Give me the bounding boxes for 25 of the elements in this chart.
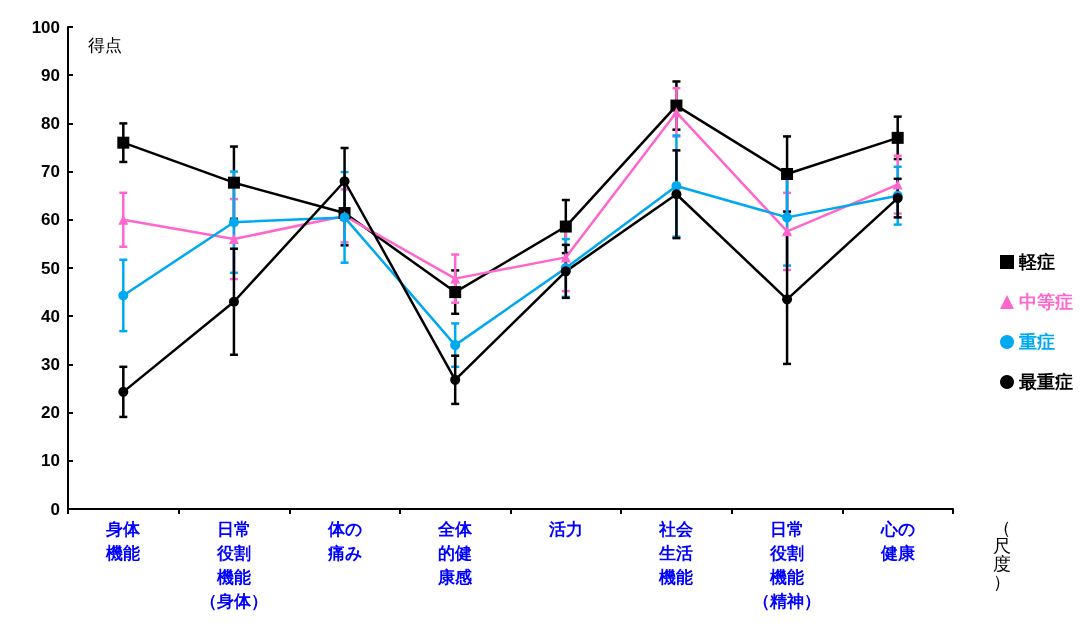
- x-tick-label: 心の健康: [879, 519, 916, 563]
- y-tick-label: 70: [41, 162, 60, 182]
- y-tick-label: 90: [41, 65, 60, 85]
- y-axis-title: 得点: [88, 36, 122, 55]
- y-tick-label: 10: [41, 451, 60, 471]
- legend-label: 最重症: [1018, 372, 1073, 392]
- y-tick-label: 100: [31, 17, 60, 37]
- x-tick-label: 社会生活機能: [658, 519, 695, 587]
- y-tick-label: 50: [41, 258, 60, 278]
- legend-label: 軽症: [1018, 252, 1055, 272]
- y-tick-label: 20: [41, 403, 60, 423]
- legend-label: 中等症: [1019, 292, 1073, 312]
- x-tick-label: 体の痛み: [326, 519, 362, 563]
- y-tick-label: 30: [41, 354, 60, 374]
- y-tick-label: 40: [41, 306, 60, 326]
- x-tick-label: 全体的健康感: [437, 519, 474, 587]
- x-axis-title: （尺度）: [993, 518, 1011, 592]
- y-tick-label: 0: [50, 499, 60, 519]
- x-tick-label: 活力: [547, 519, 583, 539]
- y-tick-label: 60: [41, 210, 60, 230]
- x-tick-label: 身体機能: [105, 519, 142, 563]
- legend-label: 重症: [1018, 332, 1055, 352]
- x-tick-label: 日常役割機能（身体）: [199, 519, 268, 611]
- y-tick-label: 80: [41, 113, 60, 133]
- x-tick-label: 日常役割機能（精神）: [753, 519, 822, 611]
